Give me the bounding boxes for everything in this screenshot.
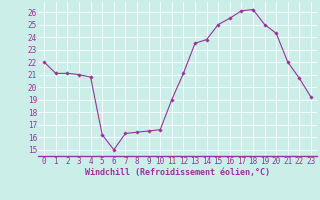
X-axis label: Windchill (Refroidissement éolien,°C): Windchill (Refroidissement éolien,°C) <box>85 168 270 177</box>
